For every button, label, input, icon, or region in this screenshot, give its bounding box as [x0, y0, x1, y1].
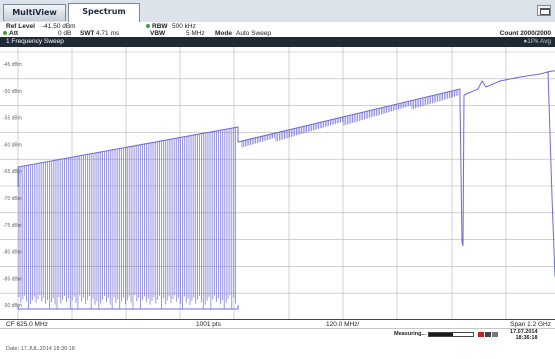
y-tick-label: -75 dBm [3, 223, 22, 229]
vbw-label: VBW [150, 30, 165, 37]
att-key: Att [9, 30, 19, 37]
count-value: 2000/2000 [520, 30, 551, 37]
y-tick-label: -85 dBm [3, 276, 22, 282]
y-tick-label: -80 dBm [3, 250, 22, 256]
ref-level-value[interactable]: -41.50 dBm [42, 23, 76, 30]
swt-value[interactable]: 4.71 ms [96, 30, 120, 37]
date-time-display: 17.07.2014 18:36:18 [510, 329, 538, 341]
ref-level-label: Ref Level [6, 23, 35, 30]
vbw-key: VBW [150, 30, 166, 37]
sweep-count: Count 2000/2000 [500, 30, 551, 37]
y-tick-label: -70 dBm [3, 196, 22, 202]
mode-key: Mode [215, 30, 232, 37]
parameter-header: Ref Level -41.50 dBm Att 0 dB SWT 4.71 m… [0, 22, 555, 37]
count-key: Count [499, 30, 519, 37]
measuring-label: Measuring... [394, 331, 427, 337]
center-frequency[interactable]: CF 625.0 MHz [6, 321, 48, 328]
sweep-points[interactable]: 1001 pts [196, 321, 221, 328]
swt-label: SWT [80, 30, 94, 37]
trace-envelope [17, 70, 555, 247]
trace-floor [17, 305, 239, 310]
measuring-progress-fill [429, 333, 454, 336]
frequency-axis-bar: CF 625.0 MHz 1001 pts 120.0 MHz/ Span 1.… [0, 319, 555, 329]
status-led-icon [492, 332, 498, 337]
frequency-per-division: 120.0 MHz/ [326, 321, 360, 328]
att-value[interactable]: 0 dB [58, 30, 72, 37]
trace-right-dip [547, 70, 555, 278]
status-time: 18:36:18 [515, 335, 538, 341]
y-tick-label: -65 dBm [3, 169, 22, 175]
rbw-label: RBW [146, 23, 168, 30]
trace-comb-lower [18, 127, 236, 309]
vbw-value[interactable]: 5 MHz [186, 30, 205, 37]
att-indicator-icon [3, 31, 7, 35]
mode-value[interactable]: Auto Sweep [236, 30, 272, 37]
rbw-value[interactable]: 500 kHz [172, 23, 196, 30]
y-tick-label: -90 dBm [3, 303, 22, 309]
trace-title-bar: 1 Frequency Sweep ●1Pk Avg [0, 37, 555, 47]
status-led-icon [485, 332, 491, 337]
span-value[interactable]: Span 1.2 GHz [510, 321, 551, 328]
status-bar: Measuring... 17.07.2014 18:36:18 [0, 328, 555, 341]
trace-comb-upper [241, 89, 459, 148]
window-restore-icon[interactable] [537, 5, 551, 16]
trace-mode: ●1Pk Avg [523, 38, 551, 45]
rbw-indicator-icon [146, 24, 150, 28]
y-tick-label: -60 dBm [3, 142, 22, 148]
tab-spectrum[interactable]: Spectrum [68, 3, 140, 22]
y-tick-label: -50 dBm [3, 89, 22, 95]
y-tick-label: -45 dBm [3, 62, 22, 68]
mode-label: Mode [215, 30, 232, 37]
spectrum-plot[interactable]: -45 dBm -50 dBm -55 dBm -60 dBm -65 dBm -70 d… [0, 47, 555, 319]
ref-level-key: Ref Level [6, 23, 35, 30]
y-tick-label: -55 dBm [3, 116, 22, 122]
swt-key: SWT [80, 30, 95, 37]
tab-bar: MultiView Spectrum [0, 0, 555, 23]
status-date: 17.07.2014 [510, 329, 538, 335]
att-label: Att [3, 30, 18, 37]
status-led-icon [478, 332, 484, 337]
spectrum-plot-svg: -45 dBm -50 dBm -55 dBm -60 dBm -65 dBm -70 d… [0, 47, 555, 319]
measuring-progress-bar [428, 332, 474, 337]
trace-title: 1 Frequency Sweep [6, 38, 64, 45]
tab-multiview[interactable]: MultiView [3, 4, 66, 21]
screenshot-footer: Date: 17.JUL.2014 18:36:18 [6, 346, 75, 352]
rbw-key: RBW [152, 23, 168, 30]
